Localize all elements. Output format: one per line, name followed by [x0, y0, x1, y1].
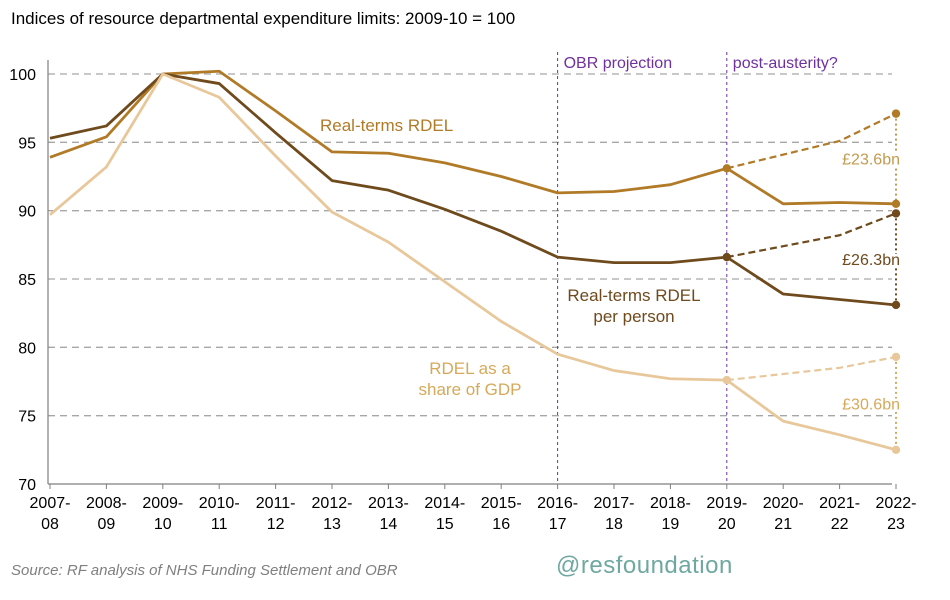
gap-label: £26.3bn — [842, 252, 900, 269]
chart-title: Indices of resource departmental expendi… — [11, 9, 516, 28]
series-line — [49, 72, 897, 452]
x-tick-label: 16 — [492, 516, 510, 533]
series-point — [891, 352, 901, 362]
series-label: per person — [593, 307, 674, 326]
series-point — [722, 164, 731, 173]
labels: OBR projection post-austerity? Real-terms … — [320, 55, 838, 399]
gap-label: £30.6bn — [842, 396, 900, 413]
x-tick-label: 18 — [605, 516, 623, 533]
series-line — [49, 72, 897, 307]
gap-label: £23.6bn — [842, 152, 900, 169]
series-point — [891, 209, 901, 218]
x-tick-label: 2015- — [481, 495, 522, 512]
annotation-label: OBR projection — [564, 55, 673, 72]
series-point — [891, 109, 901, 118]
x-tick-label: 2007- — [30, 495, 71, 512]
x-tick-label: 2016- — [537, 495, 578, 512]
y-tick-label: 70 — [18, 477, 36, 494]
y-tick-label: 80 — [18, 340, 36, 357]
x-tick-label: 2021- — [819, 495, 860, 512]
x-tick-label: 2014- — [424, 495, 465, 512]
x-tick-label: 2020- — [763, 495, 804, 512]
series-label: share of GDP — [419, 380, 522, 399]
series-label: RDEL as a — [429, 359, 511, 378]
x-tick-label: 2019- — [706, 495, 747, 512]
x-tick-label: 17 — [549, 516, 567, 533]
x-tick-label: 2011- — [256, 495, 296, 512]
series-projection-line — [726, 355, 897, 382]
x-tick-label: 21 — [774, 516, 792, 533]
gridlines — [48, 73, 892, 417]
x-tick-label: 19 — [662, 516, 680, 533]
series-points — [722, 109, 901, 455]
y-tick-label: 95 — [18, 135, 36, 152]
x-tick-label: 13 — [323, 516, 341, 533]
x-tick-label: 2010- — [199, 495, 240, 512]
x-tick-label: 12 — [267, 516, 285, 533]
x-tick-label: 22 — [831, 516, 849, 533]
y-tick-label: 90 — [18, 204, 36, 221]
x-tick-label: 2013- — [368, 495, 409, 512]
x-tick-label: 2008- — [86, 495, 127, 512]
x-tick-label: 09 — [98, 516, 116, 533]
series-label: Real-terms RDEL — [320, 116, 453, 135]
gap-markers: £23.6bn £26.3bn £30.6bn — [840, 113, 903, 450]
series-projection-line — [726, 212, 897, 259]
y-tick-label: 100 — [9, 67, 36, 84]
x-tick-label: 2018- — [650, 495, 691, 512]
x-tick-label: 15 — [436, 516, 454, 533]
x-tick-label: 20 — [718, 516, 736, 533]
series-projection-line — [726, 112, 897, 170]
twitter-handle[interactable]: @resfoundation — [556, 552, 733, 579]
series-point — [722, 375, 731, 385]
series-point — [891, 445, 901, 455]
x-tick-label: 2012- — [312, 495, 353, 512]
series-point — [891, 300, 901, 310]
projection-dividers — [557, 52, 728, 484]
x-tick-label: 23 — [887, 516, 905, 533]
source-note: Source: RF analysis of NHS Funding Settl… — [11, 562, 398, 579]
x-tick-label: 11 — [211, 516, 228, 533]
y-tick-label: 75 — [18, 409, 36, 426]
y-tick-label: 85 — [18, 272, 36, 289]
series-point — [891, 199, 901, 209]
x-tick-label: 2017- — [594, 495, 635, 512]
x-tick-label: 10 — [154, 516, 172, 533]
axes: 70 75 80 85 90 95 100 2007- 08 2008- 09 2009- 10 2010… — [9, 60, 916, 533]
x-tick-label: 2009- — [142, 495, 183, 512]
series-line — [49, 69, 897, 206]
annotation-label: post-austerity? — [733, 55, 838, 72]
x-tick-label: 14 — [380, 516, 398, 533]
series-lines — [49, 69, 897, 452]
x-tick-label: 2022- — [876, 495, 917, 512]
series-point — [722, 252, 731, 262]
x-tick-label: 08 — [41, 516, 59, 533]
series-label: Real-terms RDEL — [567, 286, 700, 305]
